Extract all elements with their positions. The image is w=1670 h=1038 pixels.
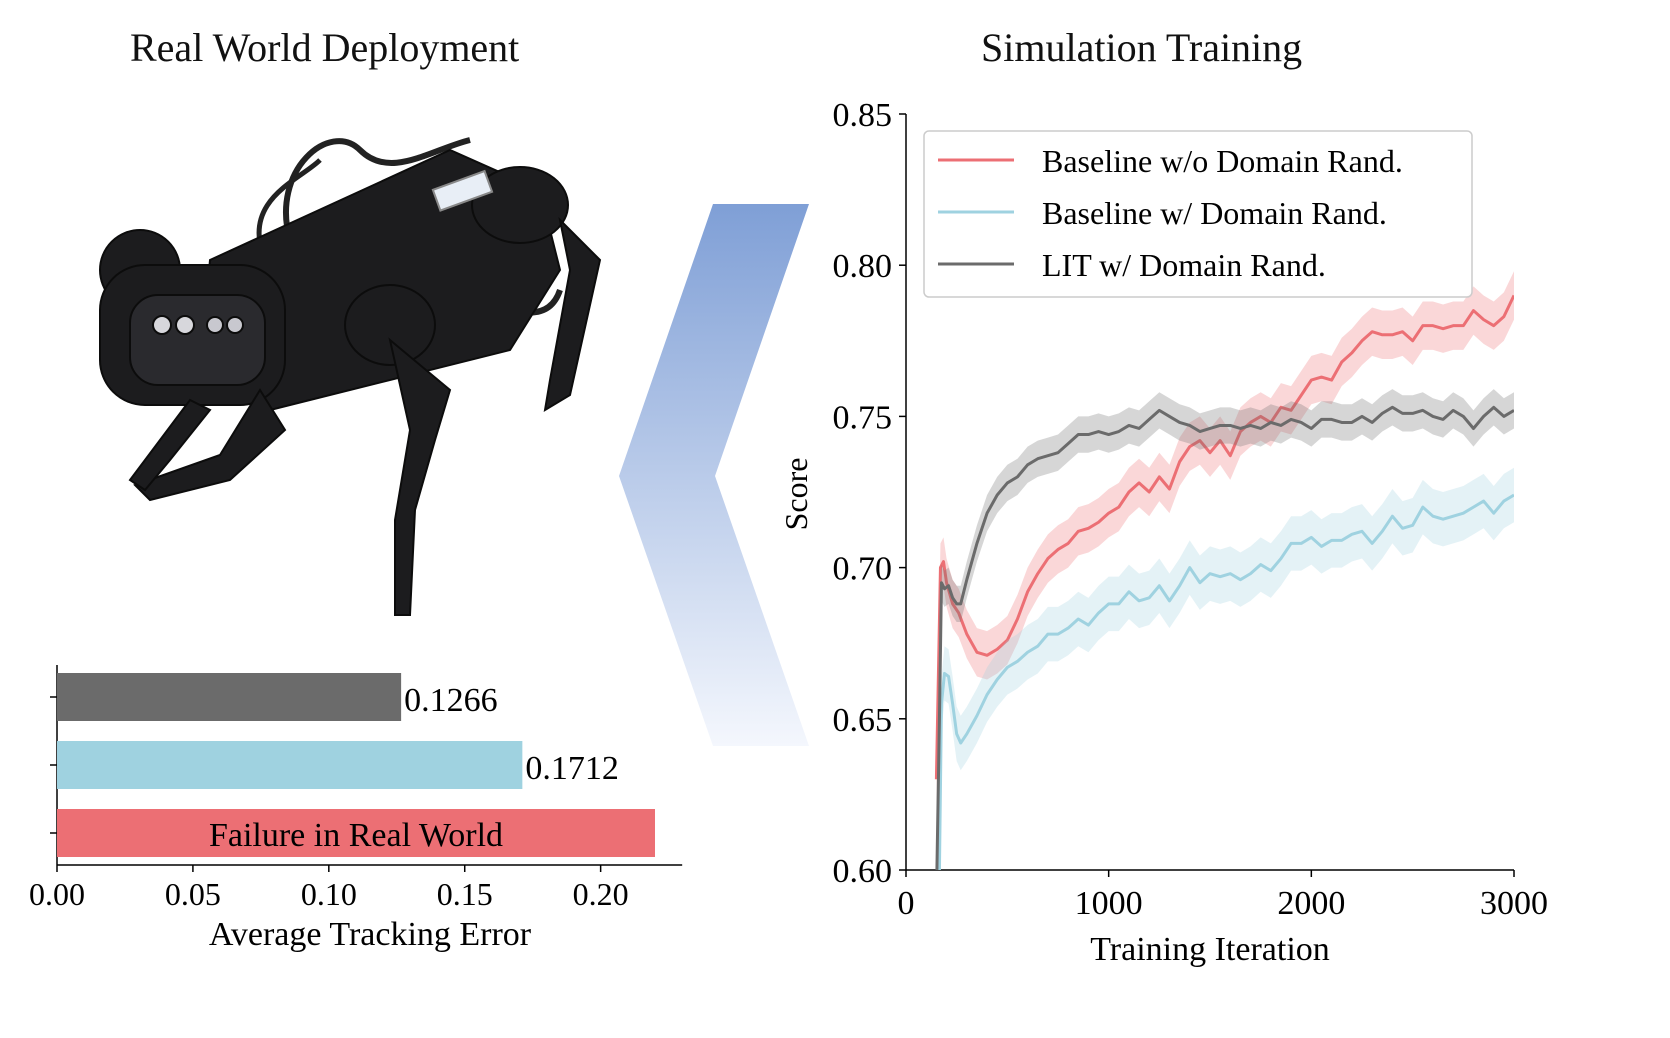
legend-box: [923, 130, 1473, 298]
bar-inner-label: Failure in Real World: [209, 817, 503, 854]
bar-x-tick-label: 0.15: [437, 876, 493, 912]
bar-x-tick-label: 0.20: [573, 876, 629, 912]
bar-value-label: 0.1712: [525, 750, 619, 787]
bar-x-axis-label: Average Tracking Error: [209, 916, 532, 953]
bar-x-tick-label: 0.00: [29, 876, 85, 912]
line-y-axis-label: Score: [778, 458, 814, 531]
bar: [57, 809, 655, 857]
bar: [57, 673, 402, 721]
bar-x-tick-label: 0.05: [165, 876, 221, 912]
series-line: [937, 493, 1514, 870]
line-y-tick-label: 0.75: [833, 399, 893, 436]
line-x-tick-label: 1000: [1075, 885, 1143, 922]
series-line: [935, 405, 1514, 870]
score-line-chart: 0.60 0.65 0.70 0.75 0.80 0.85 0 1000 2000 3000 Tra…: [778, 97, 1548, 968]
line-y-tick-label: 0.70: [833, 551, 893, 588]
legend-label: Baseline w/o Domain Rand.: [1042, 143, 1403, 179]
bar-value-label: 0.1266: [404, 682, 498, 719]
line-x-tick-label: 2000: [1277, 885, 1345, 922]
left-panel-title: Real World Deployment: [130, 25, 520, 70]
plot-area: [934, 271, 1514, 870]
quadruped-robot-icon: [99, 137, 602, 616]
series-line: [934, 294, 1514, 780]
bar: [57, 741, 523, 789]
bar-x-tick-label: 0.10: [301, 876, 357, 912]
line-y-tick-label: 0.65: [833, 702, 893, 739]
chevron-arrow-icon: [619, 204, 809, 746]
line-x-tick-label: 0: [898, 885, 915, 922]
line-y-tick-label: 0.80: [833, 248, 893, 285]
right-panel-title: Simulation Training: [981, 25, 1303, 70]
line-x-axis-label: Training Iteration: [1090, 931, 1330, 968]
legend-label: LIT w/ Domain Rand.: [1042, 247, 1326, 283]
line-y-tick-label: 0.85: [833, 97, 893, 134]
line-y-tick-label: 0.60: [833, 853, 893, 890]
line-x-tick-label: 3000: [1480, 885, 1548, 922]
legend-label: Baseline w/ Domain Rand.: [1042, 195, 1387, 231]
legend: Baseline w/o Domain Rand. Baseline w/ Dom…: [923, 130, 1473, 298]
tracking-error-bar-chart: 0.00 0.05 0.10 0.15 0.20 Average Tracking Err…: [29, 665, 683, 953]
series-band: [937, 467, 1514, 870]
